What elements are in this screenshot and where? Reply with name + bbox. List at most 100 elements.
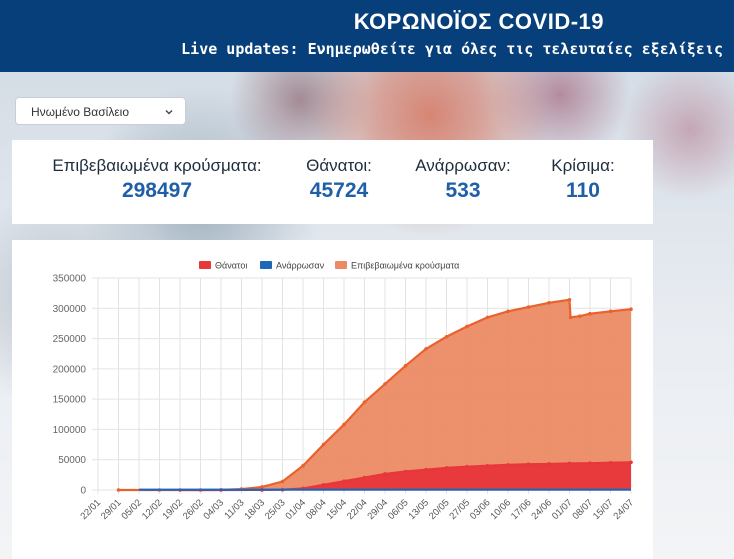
x-tick-label: 19/02 [161,497,186,522]
x-tick-label: 11/03 [223,497,247,521]
series-0-point [567,461,572,466]
y-tick-label: 0 [80,486,86,497]
chevron-down-icon [165,110,173,115]
x-tick-label: 25/03 [263,497,288,522]
legend-label: Ανάρρωσαν [276,261,325,271]
page-title: ΚΟΡΩΝΟΪΟΣ COVID-19 [353,9,604,34]
x-tick-label: 22/01 [79,497,104,522]
stat-critical: Κρίσιμα: 110 [542,156,624,203]
y-tick-label: 200000 [53,364,87,375]
legend-label: Επιβεβαιωμένα κρούσματα [351,261,459,271]
series-0-point [588,461,592,466]
series-2-point [116,488,121,492]
series-2-point [588,311,592,316]
series-2-point [342,422,346,427]
y-tick-label: 100000 [53,425,87,436]
series-0-point [342,479,346,484]
y-tick-label: 50000 [58,455,86,466]
series-0-point [383,472,387,476]
series-2-point [362,400,367,404]
x-tick-label: 10/06 [489,497,514,522]
series-0-area [180,462,631,490]
x-tick-label: 01/07 [550,497,575,522]
legend-swatch [335,261,347,269]
x-tick-label: 05/02 [120,497,145,522]
x-tick-label: 04/03 [202,497,227,522]
series-2-point [506,309,510,314]
series-0-point [362,475,367,480]
y-tick-label: 250000 [53,334,87,345]
y-tick-label: 150000 [53,395,87,406]
series-2-point [577,314,582,318]
series-0-point [444,466,449,470]
stat-deaths-label: Θάνατοι: [306,156,372,175]
x-tick-label: 01/04 [284,497,309,522]
series-0-point [485,463,490,468]
x-tick-label: 22/04 [345,497,370,522]
x-tick-label: 08/07 [571,497,596,522]
stat-critical-label: Κρίσιμα: [551,156,615,175]
x-tick-label: 29/04 [366,497,391,522]
series-2-point [608,309,613,314]
page-subtitle: Live updates: Ενημερωθείτε για όλες τις … [181,40,723,58]
series-0-point [321,483,326,487]
series-2-point [280,479,285,484]
series-2-point [444,334,449,339]
series-2-point [526,305,531,309]
x-tick-label: 15/07 [591,497,616,522]
x-tick-label: 08/04 [304,497,329,522]
stat-critical-value: 110 [566,179,600,202]
x-tick-label: 24/06 [530,497,555,522]
x-tick-label: 03/06 [468,497,493,522]
series-0-point [403,469,408,474]
y-tick-label: 300000 [53,304,87,315]
x-tick-label: 06/05 [386,497,411,522]
country-select[interactable]: Ηνωμένο Βασίλειο [15,97,186,125]
cases-chart: 0 50000 100000 150000 200000 250000 300000 3500… [53,261,637,522]
series-2-point [567,298,572,302]
stat-confirmed-label: Επιβεβαιωμένα κρούσματα: [52,156,262,175]
series-2-area [118,299,631,490]
x-tick-label: 12/02 [140,497,165,522]
stat-confirmed-value: 298497 [121,179,193,202]
series-0-point [424,467,428,472]
x-tick-label: 15/04 [325,497,350,522]
chart-card: 0 50000 100000 150000 200000 250000 300000 3500… [12,240,653,559]
series-2-point [465,324,469,329]
x-tick-label: 20/05 [427,497,452,522]
x-tick-label: 29/01 [99,497,124,522]
page-header: ΚΟΡΩΝΟΪΟΣ COVID-19 Live updates: Ενημερω… [0,0,734,72]
x-tick-label: 13/05 [407,497,432,522]
stat-deaths-value: 45724 [309,179,369,202]
country-select-value: Ηνωμένο Βασίλειο [31,105,130,119]
x-tick-label: 26/02 [181,497,206,522]
x-tick-label: 18/03 [243,497,268,522]
series-2-point [383,382,387,386]
series-2-point [485,315,490,320]
x-tick-label: 27/05 [448,497,473,522]
series-2-point [547,301,551,305]
x-tick-label: 24/07 [612,497,637,522]
series-0-point [629,460,633,465]
x-tick-label: 17/06 [509,497,534,522]
legend-swatch [199,261,211,269]
stat-recovered-label: Ανάρρωσαν: [415,156,511,175]
series-2-point [403,364,408,368]
series-2-point [629,307,633,311]
legend-swatch [260,261,272,269]
series-0-point [465,464,469,469]
stat-confirmed: Επιβεβαιωμένα κρούσματα: 298497 [46,156,268,203]
series-2-point [568,315,573,320]
series-0-point [608,460,613,465]
series-0-point [526,462,531,467]
series-2-point [321,442,326,447]
y-tick-label: 350000 [53,274,87,285]
stat-deaths: Θάνατοι: 45724 [294,156,384,203]
series-2-point [301,463,305,468]
series-2-point [424,347,428,351]
series-0-point [547,462,551,466]
stat-recovered: Ανάρρωσαν: 533 [410,156,516,203]
stats-panel: Επιβεβαιωμένα κρούσματα: 298497 Θάνατοι:… [12,140,653,224]
series-0-point [506,463,510,467]
stat-recovered-value: 533 [445,179,481,202]
